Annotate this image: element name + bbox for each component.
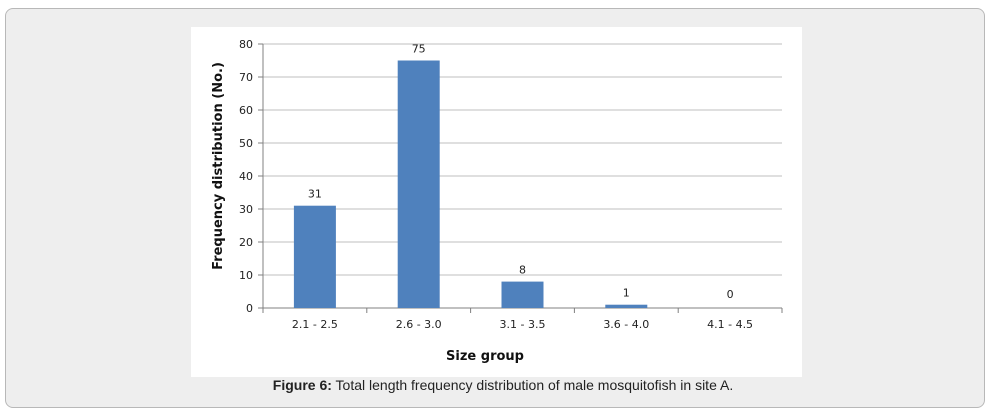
data-label: 75	[412, 43, 426, 56]
data-label: 8	[519, 264, 526, 277]
y-tick-label: 0	[246, 302, 253, 315]
bar-layer	[293, 60, 648, 308]
x-axis-title: Size group	[446, 349, 524, 364]
caption-label: Figure 6:	[272, 377, 332, 393]
bar	[501, 281, 544, 308]
bar	[605, 304, 648, 308]
data-label: 1	[623, 287, 630, 300]
y-tick-label: 30	[239, 203, 253, 216]
x-tick-label: 3.6 - 4.0	[603, 318, 649, 331]
y-tick-label: 20	[239, 236, 253, 249]
bar	[293, 205, 336, 308]
grid-layer	[263, 43, 782, 276]
y-tick-label: 80	[239, 38, 253, 51]
data-label: 0	[727, 288, 734, 301]
bar	[397, 60, 440, 308]
y-tick-label: 70	[239, 71, 253, 84]
figure-caption: Figure 6: Total length frequency distrib…	[0, 377, 1006, 393]
figure-panel	[191, 27, 802, 377]
y-tick-label: 40	[239, 170, 253, 183]
label-layer: 2.1 - 2.5 31 2.6 - 3.0 75 3.1 - 3.5 8 3.6 - 4.…	[292, 43, 753, 332]
data-label: 31	[308, 188, 322, 201]
y-tick-label: 10	[239, 269, 253, 282]
y-tick-label: 50	[239, 137, 253, 150]
caption-text: Total length frequency distribution of m…	[331, 377, 734, 393]
y-tick-label: 60	[239, 104, 253, 117]
x-tick-label: 2.6 - 3.0	[396, 318, 442, 331]
x-tick-label: 2.1 - 2.5	[292, 318, 338, 331]
x-tick-label: 3.1 - 3.5	[500, 318, 546, 331]
y-axis-title: Frequency distribution (No.)	[211, 62, 226, 270]
x-tick-label: 4.1 - 4.5	[707, 318, 753, 331]
